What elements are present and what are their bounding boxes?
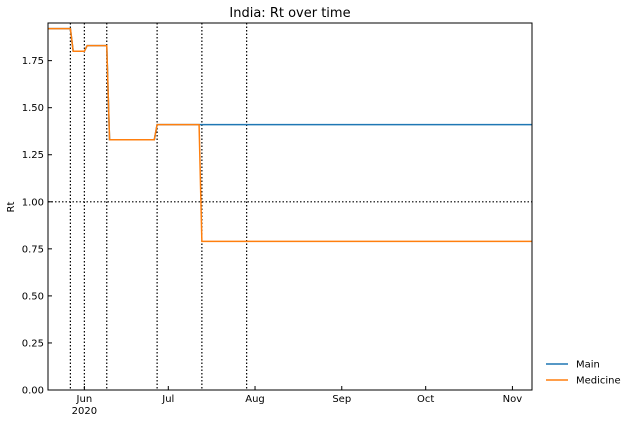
y-tick-label: 0.50 <box>22 291 44 302</box>
x-tick-label: Jul <box>161 394 174 405</box>
y-tick-label: 1.50 <box>22 103 44 114</box>
x-tick-label: Nov <box>503 394 523 405</box>
legend-label-medicine: Medicine <box>576 376 621 387</box>
legend-label-main: Main <box>576 360 600 371</box>
y-tick-label: 0.75 <box>22 244 44 255</box>
y-tick-label: 1.00 <box>22 197 44 208</box>
x-tick-label: Sep <box>332 394 351 405</box>
y-tick-label: 0.25 <box>22 338 44 349</box>
x-tick-sublabel: 2020 <box>72 406 97 417</box>
series-line-main <box>48 27 532 141</box>
x-tick-label: Aug <box>245 394 265 405</box>
plot-frame <box>47 22 533 391</box>
chart-title: India: Rt over time <box>229 6 350 21</box>
x-tick-label: Oct <box>417 394 434 405</box>
x-tick-label: Jun <box>76 394 93 405</box>
y-tick-label: 1.25 <box>22 150 44 161</box>
legend: Main Medicine <box>546 360 621 387</box>
y-tick-label: 1.75 <box>22 56 44 67</box>
y-axis-label: Rt <box>6 201 17 212</box>
series-line-medicine <box>48 27 532 243</box>
y-tick-label: 0.00 <box>22 386 44 397</box>
